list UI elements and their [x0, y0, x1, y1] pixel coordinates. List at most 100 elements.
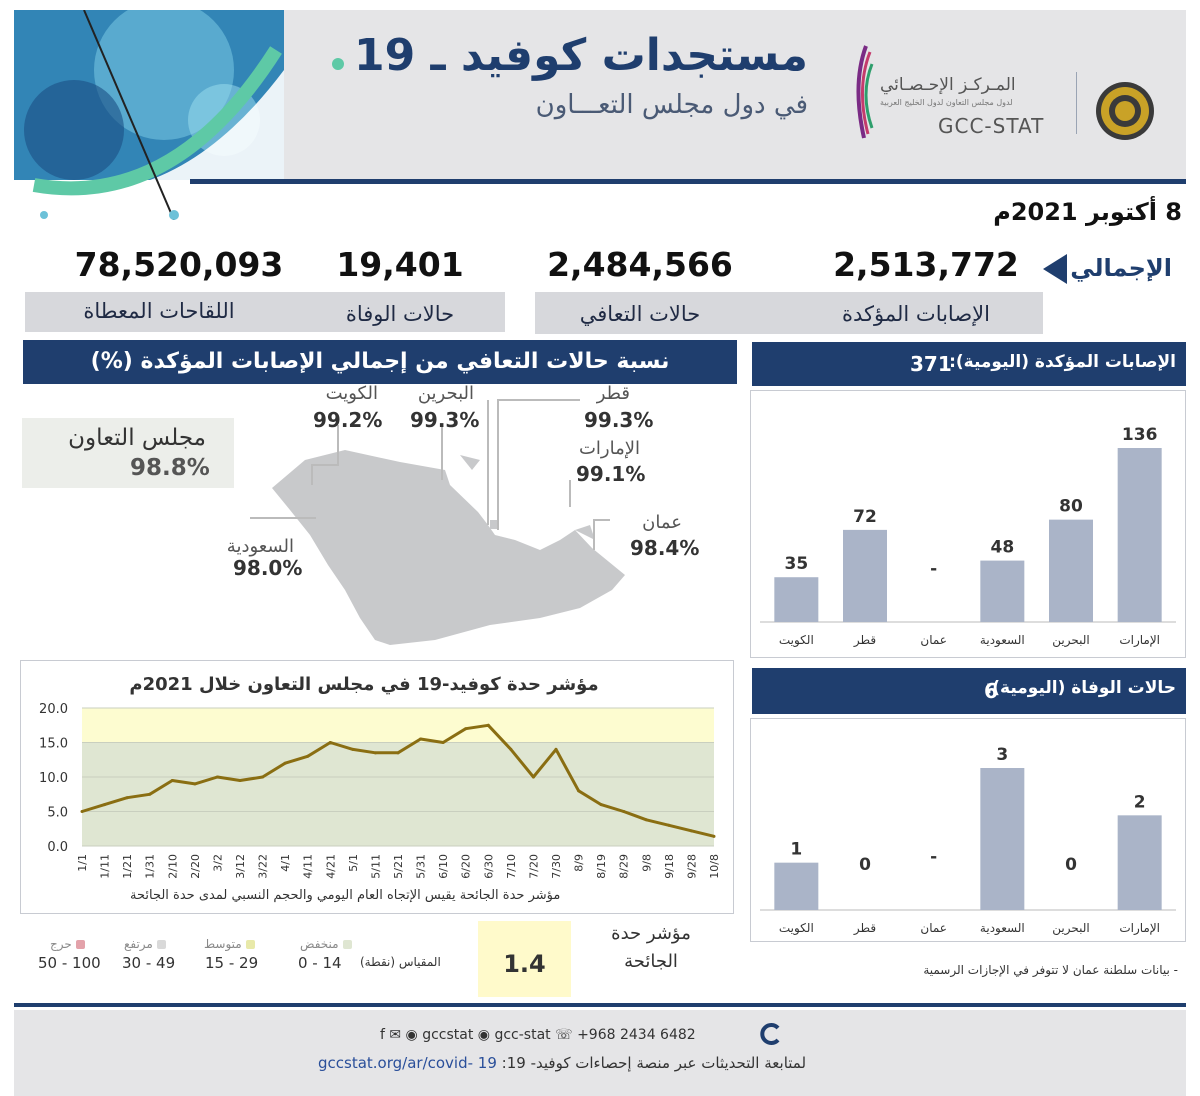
footer-url-link[interactable]: gccstat.org/ar/covid- 19	[318, 1054, 497, 1072]
oman-data-note: - بيانات سلطنة عمان لا تتوفر في الإجازات…	[923, 963, 1178, 977]
severity-x-tick-label: 7/20	[527, 854, 540, 879]
footer-band	[14, 1010, 1186, 1096]
map-name-saudi: السعودية	[226, 536, 294, 557]
daily-cases-bar	[843, 529, 887, 622]
scale-critical-swatch	[75, 939, 85, 949]
severity-point	[396, 751, 400, 755]
map-pct-oman: 98.4%	[630, 536, 700, 560]
daily-deaths-value-label: 1	[790, 840, 802, 860]
daily-cases-bar	[774, 577, 819, 622]
severity-x-tick-label: 9/8	[640, 854, 653, 872]
logo-separator	[1076, 72, 1077, 134]
severity-y-tick-label: 20.0	[39, 702, 68, 717]
severity-point	[712, 834, 716, 838]
scale-critical: حرج	[50, 937, 85, 951]
kpi-deaths-value: 19,401	[336, 245, 464, 284]
severity-point	[215, 775, 219, 779]
severity-x-tick-label: 4/1	[279, 854, 292, 872]
map-name-kuwait: الكويت	[325, 383, 378, 404]
severity-x-tick-label: 5/1	[347, 854, 360, 872]
gcc-recovery-name: مجلس التعاون	[68, 425, 206, 451]
severity-x-tick-label: 6/30	[482, 854, 495, 879]
severity-x-tick-label: 5/31	[415, 854, 428, 879]
severity-x-tick-label: 5/21	[392, 854, 405, 879]
footer-contacts[interactable]: f ✉ ◉ gccstat ◉ gcc-stat ☏ +968 2434 648…	[380, 1027, 696, 1043]
severity-point	[464, 727, 468, 731]
daily-deaths-header: حالات الوفاة (اليومية): 6	[752, 668, 1186, 714]
severity-y-tick-label: 0.0	[47, 840, 68, 855]
severity-point	[170, 778, 174, 782]
org-name-subline: لدول مجلس التعاون لدول الخليج العربية	[880, 98, 1013, 107]
daily-cases-bar	[1117, 448, 1162, 622]
daily-cases-value-label: -	[930, 559, 937, 579]
scale-critical-name: حرج	[50, 937, 72, 951]
daily-deaths-category-label: الإمارات	[1119, 921, 1160, 936]
severity-index-value: 1.4	[503, 950, 546, 978]
daily-deaths-bar	[980, 768, 1025, 910]
recovery-section-title: نسبة حالات التعافي من إجمالي الإصابات ال…	[23, 340, 737, 384]
scale-high-range: 30 - 49	[122, 954, 176, 972]
severity-x-tick-label: 5/11	[369, 854, 382, 879]
gcc-stat-swoosh-logo	[852, 44, 876, 144]
severity-point	[554, 747, 558, 751]
severity-x-tick-label: 2/20	[189, 854, 202, 879]
daily-cases-category-label: عمان	[920, 633, 947, 647]
severity-x-tick-label: 8/19	[595, 854, 608, 879]
severity-band-medium	[82, 708, 714, 743]
title-dot	[332, 58, 344, 70]
severity-y-tick-label: 10.0	[39, 771, 68, 786]
kpi-confirmed-value: 2,513,772	[833, 245, 1019, 284]
map-pct-kuwait: 99.2%	[313, 408, 383, 432]
severity-point	[644, 818, 648, 822]
scale-medium-swatch	[245, 939, 255, 949]
pointer-triangle-icon	[1043, 254, 1067, 288]
severity-point	[531, 775, 535, 779]
severity-point	[577, 789, 581, 793]
severity-x-tick-label: 2/10	[166, 854, 179, 879]
daily-deaths-panel	[750, 718, 1186, 942]
severity-x-tick-label: 1/21	[121, 854, 134, 879]
gcc-stat-c-icon	[758, 1022, 782, 1050]
severity-point	[667, 823, 671, 827]
kpi-recovered-value: 2,484,566	[547, 245, 733, 284]
severity-x-tick-label: 10/8	[708, 854, 721, 879]
footer-divider	[14, 1003, 1186, 1007]
daily-cases-title: الإصابات المؤكدة (اليومية):	[949, 352, 1176, 372]
severity-note: مؤشر حدة الجائحة يقيس الإتجاه العام اليو…	[130, 888, 561, 903]
severity-point	[441, 741, 445, 744]
kpi-deaths-label: حالات الوفاة	[345, 302, 455, 326]
gcc-emblem-logo	[1094, 80, 1156, 146]
severity-x-tick-label: 9/18	[663, 854, 676, 879]
daily-cases-bar	[1049, 519, 1093, 622]
daily-deaths-total: 6	[984, 679, 998, 703]
severity-point	[261, 775, 265, 779]
severity-chart-title: مؤشر حدة كوفيد-19 في مجلس التعاون خلال 2…	[129, 674, 599, 695]
scale-medium-name: متوسط	[204, 937, 242, 951]
map-pct-qatar: 99.3%	[584, 408, 654, 432]
kpi-vaccines-value: 78,520,093	[74, 245, 284, 284]
map-pct-bahrain: 99.3%	[410, 408, 480, 432]
scale-high: مرتفع	[124, 937, 166, 951]
daily-cases-total: 371	[910, 352, 952, 376]
severity-point	[419, 737, 423, 741]
daily-deaths-value-label: 2	[1134, 792, 1146, 812]
severity-line-chart: 0.0 5.0 10.0 15.0 20.0 1/1 1/11 1/21 1/31 2/10 2/2…	[39, 702, 721, 879]
severity-x-tick-label: 6/20	[460, 854, 473, 879]
daily-cases-value-label: 136	[1122, 425, 1158, 445]
severity-x-tick-label: 1/11	[99, 854, 112, 879]
daily-deaths-value-label: -	[930, 847, 937, 867]
severity-x-tick-label: 8/29	[618, 854, 631, 879]
severity-band-low	[82, 742, 714, 846]
severity-x-tick-label: 8/9	[573, 854, 586, 872]
kpi-label-bar-right	[535, 292, 1043, 334]
daily-cases-category-label: السعودية	[980, 633, 1025, 648]
page-subtitle: في دول مجلس التعـــاون	[535, 90, 808, 120]
severity-point	[238, 778, 242, 782]
daily-cases-value-label: 48	[990, 538, 1014, 558]
map-leader-lines	[250, 395, 620, 559]
severity-index-label: مؤشر حدة الجائحة	[611, 923, 691, 972]
severity-x-tick-label: 1/31	[144, 854, 157, 879]
scale-low-name: منخفض	[300, 937, 339, 951]
severity-point	[328, 741, 332, 744]
daily-deaths-category-label: الكويت	[779, 921, 814, 936]
